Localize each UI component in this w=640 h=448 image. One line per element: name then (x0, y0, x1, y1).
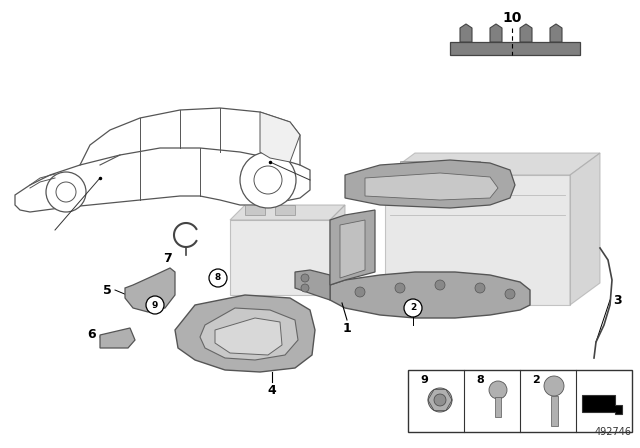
Circle shape (395, 283, 405, 293)
Text: 9: 9 (152, 301, 158, 310)
Polygon shape (330, 272, 530, 318)
Bar (495, 397, 501, 417)
Text: 8: 8 (215, 273, 221, 283)
Circle shape (209, 269, 227, 287)
Text: 1: 1 (342, 322, 351, 335)
Polygon shape (345, 160, 515, 208)
Polygon shape (125, 268, 175, 312)
Circle shape (254, 166, 282, 194)
Text: 8: 8 (476, 375, 484, 385)
Circle shape (301, 274, 309, 282)
Polygon shape (15, 148, 310, 212)
Circle shape (505, 289, 515, 299)
Circle shape (435, 280, 445, 290)
Text: 2: 2 (532, 375, 540, 385)
Polygon shape (330, 205, 345, 295)
Polygon shape (215, 318, 282, 355)
Polygon shape (460, 24, 472, 42)
Polygon shape (582, 395, 622, 414)
Circle shape (301, 284, 309, 292)
Polygon shape (385, 153, 600, 175)
Bar (450, 161, 480, 175)
Polygon shape (340, 220, 365, 278)
Polygon shape (295, 270, 330, 300)
Circle shape (475, 283, 485, 293)
Bar (385, 175, 570, 305)
Polygon shape (230, 205, 345, 220)
Bar (245, 205, 265, 215)
Circle shape (355, 287, 365, 297)
Text: 5: 5 (102, 284, 111, 297)
Text: 3: 3 (614, 293, 622, 306)
Bar (400, 161, 430, 175)
Circle shape (544, 376, 564, 396)
Text: 6: 6 (88, 328, 96, 341)
Polygon shape (450, 42, 580, 55)
Polygon shape (175, 295, 315, 372)
Polygon shape (260, 112, 300, 162)
Bar (550, 396, 557, 426)
Circle shape (428, 388, 452, 412)
Bar (230, 220, 330, 295)
Text: 7: 7 (164, 251, 172, 264)
Bar (275, 205, 295, 215)
Polygon shape (520, 24, 532, 42)
Bar (408, 370, 632, 432)
Text: 4: 4 (268, 383, 276, 396)
Circle shape (46, 172, 86, 212)
Polygon shape (200, 308, 298, 360)
Polygon shape (100, 328, 135, 348)
Circle shape (56, 182, 76, 202)
Polygon shape (330, 210, 375, 285)
Circle shape (404, 299, 422, 317)
Polygon shape (365, 173, 498, 200)
Text: 10: 10 (502, 11, 522, 25)
Polygon shape (570, 153, 600, 305)
Circle shape (240, 152, 296, 208)
Circle shape (489, 381, 507, 399)
Polygon shape (490, 24, 502, 42)
Text: 492746: 492746 (595, 427, 632, 437)
Polygon shape (550, 24, 562, 42)
Text: 9: 9 (420, 375, 428, 385)
Circle shape (434, 394, 446, 406)
Circle shape (146, 296, 164, 314)
Text: 2: 2 (410, 303, 416, 313)
